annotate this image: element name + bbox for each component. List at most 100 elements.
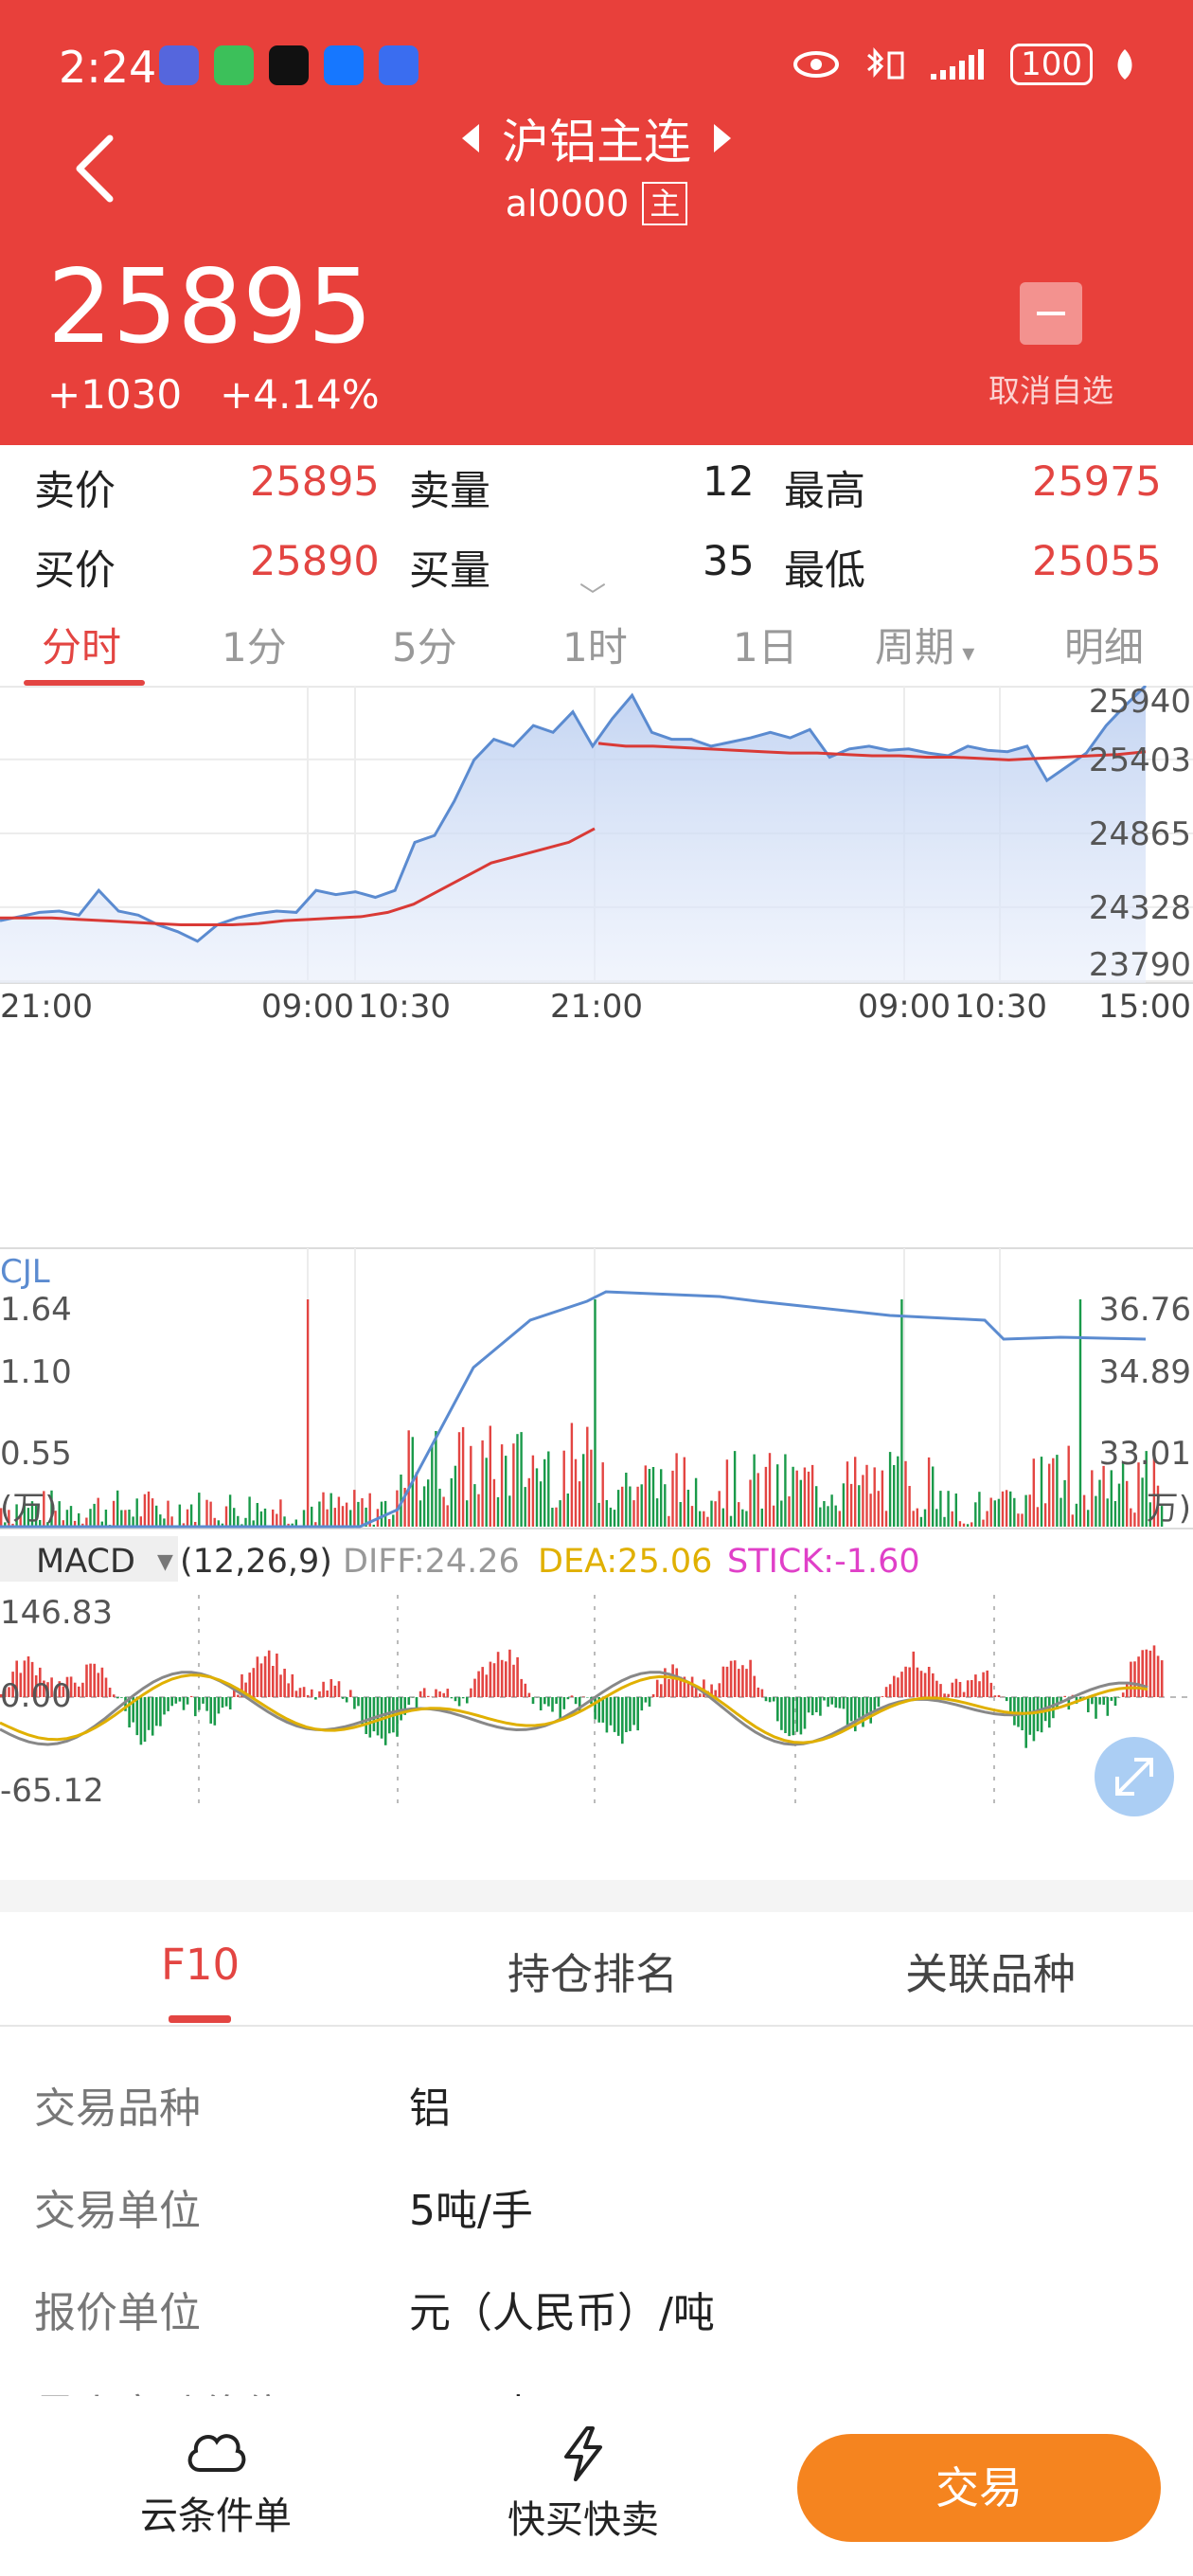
volume-bar <box>888 1452 892 1527</box>
volume-bar <box>834 1505 837 1527</box>
macd-bar <box>854 1697 857 1732</box>
volume-bar <box>450 1477 453 1527</box>
volume-bar <box>78 1512 80 1527</box>
bluetooth-icon <box>867 47 904 80</box>
next-contract-icon[interactable] <box>714 124 731 152</box>
macd-bar <box>586 1697 589 1698</box>
volume-bar <box>62 1520 64 1527</box>
bid-label: 买价 <box>34 547 116 595</box>
macd-selector[interactable] <box>0 1536 178 1582</box>
macd-bar <box>616 1697 620 1736</box>
volume-bar <box>58 1501 61 1527</box>
fullscreen-button[interactable] <box>1095 1737 1174 1816</box>
macd-bars <box>0 1645 1164 1748</box>
volume-bar <box>714 1501 717 1527</box>
macd-bar <box>263 1655 267 1697</box>
macd-diff: DIFF:24.26 <box>343 1543 520 1581</box>
volume-bar <box>442 1496 445 1527</box>
volume-bar <box>333 1508 336 1527</box>
macd-bar <box>1024 1697 1027 1748</box>
volume-bar <box>112 1500 116 1527</box>
tab-related-products[interactable]: 关联品种 <box>905 1949 1077 1999</box>
section-divider <box>0 1880 1193 1912</box>
macd-bar <box>668 1679 670 1697</box>
macd-bar <box>640 1697 644 1711</box>
macd-bar <box>888 1684 892 1697</box>
tab-f10[interactable]: F10 <box>161 1940 240 1990</box>
volume-bar <box>690 1506 694 1527</box>
macd-bar <box>407 1697 411 1706</box>
macd-bar <box>50 1677 53 1697</box>
volume-bar <box>422 1486 426 1527</box>
ask-qty: 12 <box>703 458 755 506</box>
trade-button[interactable]: 交易 <box>797 2434 1161 2542</box>
tab-period[interactable]: 周期 ▾ <box>875 616 974 673</box>
macd-bar <box>422 1688 426 1697</box>
quick-trade-button[interactable]: 快买快卖 <box>470 2424 697 2544</box>
tab-1hour[interactable]: 1时 <box>562 624 628 671</box>
expand-chevron-icon[interactable]: ﹀ <box>579 581 607 612</box>
macd-bar <box>1078 1697 1082 1700</box>
back-arrow-icon[interactable] <box>68 131 125 206</box>
macd-bar <box>333 1685 337 1697</box>
macd-bar <box>1063 1695 1066 1697</box>
macd-bar <box>178 1697 182 1702</box>
macd-bar <box>1160 1660 1164 1697</box>
volume-bar <box>23 1501 26 1527</box>
cloud-order-button[interactable]: 云条件单 <box>102 2424 329 2540</box>
volume-bar <box>524 1487 526 1527</box>
volume-bar <box>807 1471 810 1527</box>
volume-bar <box>54 1511 57 1527</box>
volume-tick-2: 1.10 <box>0 1353 72 1391</box>
macd-bar <box>1040 1697 1043 1733</box>
volume-bar <box>353 1490 356 1527</box>
macd-bar <box>205 1697 208 1711</box>
volume-bar <box>923 1509 927 1527</box>
macd-bar <box>954 1678 958 1697</box>
volume-bar <box>1071 1514 1074 1527</box>
bid-qty-label: 买量 <box>409 547 490 595</box>
tab-intraday[interactable]: 分时 <box>42 624 122 671</box>
volume-bar <box>849 1483 853 1527</box>
macd-bar <box>539 1697 543 1710</box>
macd-bar <box>1156 1655 1160 1697</box>
macd-bar <box>69 1676 73 1697</box>
volume-bar <box>512 1443 515 1527</box>
volume-bar <box>644 1465 647 1527</box>
volume-bar <box>810 1464 814 1527</box>
macd-bar <box>559 1697 561 1719</box>
change-amount: +1030 <box>47 371 183 418</box>
macd-bar <box>116 1697 119 1699</box>
prev-contract-icon[interactable] <box>462 124 479 152</box>
macd-bar <box>1110 1697 1113 1701</box>
volume-bar <box>764 1466 768 1527</box>
macd-bar <box>1087 1697 1090 1712</box>
tab-1min[interactable]: 1分 <box>222 624 287 671</box>
macd-bar <box>799 1697 803 1735</box>
macd-bar <box>326 1690 329 1697</box>
tab-detail[interactable]: 明细 <box>1064 624 1145 671</box>
volume-bar <box>380 1501 383 1527</box>
tab-position-ranking[interactable]: 持仓排名 <box>507 1949 679 1999</box>
macd-bar <box>93 1663 96 1697</box>
volume-bar <box>322 1492 325 1527</box>
macd-bar <box>311 1689 313 1697</box>
volume-bar <box>73 1520 77 1527</box>
macd-bar <box>1137 1656 1140 1697</box>
macd-bar <box>1148 1650 1152 1697</box>
status-time: 2:24 <box>59 42 157 93</box>
volume-bar <box>1133 1512 1136 1527</box>
macd-bar <box>749 1659 752 1697</box>
macd-bar <box>655 1679 659 1697</box>
macd-bar <box>341 1697 345 1699</box>
volume-bar <box>120 1510 123 1527</box>
macd-bar <box>139 1697 143 1745</box>
tab-1day[interactable]: 1日 <box>733 624 798 671</box>
contract-code: al0000 <box>505 183 630 224</box>
volume-bar <box>733 1451 737 1527</box>
tab-5min[interactable]: 5分 <box>392 624 457 671</box>
volume-bar <box>1032 1458 1035 1527</box>
remove-favorite-button[interactable]: 取消自选 <box>985 282 1117 409</box>
macd-bar <box>1152 1645 1156 1697</box>
